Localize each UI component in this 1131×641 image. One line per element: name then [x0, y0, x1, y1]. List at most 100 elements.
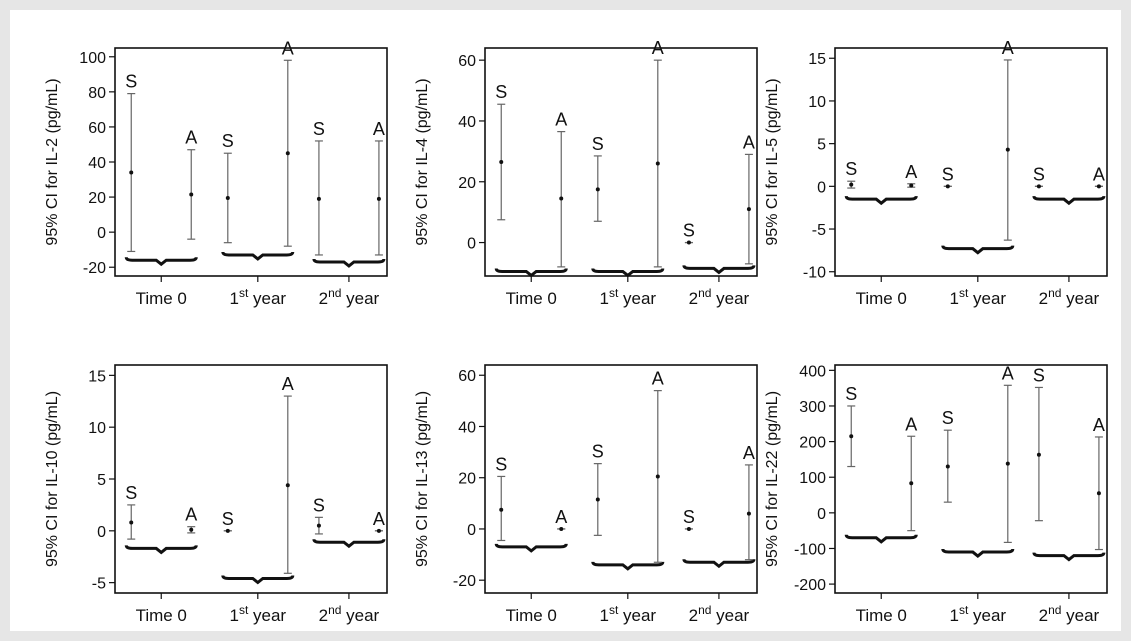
chart-6: -200 -100 0 100 200 300 400 95% CI for IL-22 (p… [764, 363, 1108, 625]
x-tick-label: Time 0 [856, 289, 907, 308]
errorbar-a-mean-point [285, 151, 290, 156]
x-tick-label: 1st year [229, 603, 286, 625]
group-brace [844, 534, 918, 544]
y-axis-label: 95% CI for IL-13 (pg/mL) [414, 391, 431, 567]
x-tick-label: Time 0 [506, 289, 557, 308]
errorbar-s-mean-point [945, 464, 950, 469]
errorbar-a-mean-point [189, 527, 194, 532]
y-axis-label: 95% CI for IL-5 (pg/mL) [764, 78, 781, 245]
group-brace [312, 539, 386, 549]
y-axis-label: 95% CI for IL-2 (pg/mL) [44, 78, 61, 245]
x-tick-label: 2nd year [689, 603, 750, 625]
errorbar-s-mean-point [849, 182, 854, 187]
y-tick-label: 0 [817, 179, 826, 196]
errorbar-s-label: S [942, 408, 954, 428]
errorbar-a-mean-point [376, 196, 381, 201]
errorbar-a-mean-point [909, 481, 914, 486]
errorbar-s-mean-point [945, 184, 950, 189]
errorbar-a-label: A [282, 38, 294, 58]
group-brace [941, 548, 1015, 558]
y-tick-label: 60 [458, 368, 476, 385]
errorbar-s-mean-point [316, 523, 321, 528]
y-tick-label: 80 [88, 85, 106, 102]
errorbar-a-label: A [1002, 38, 1014, 58]
errorbar-a-mean-point [746, 511, 751, 516]
y-tick-label: 400 [799, 363, 826, 380]
errorbar-a-mean-point [1096, 491, 1101, 496]
x-tick-label: 2nd year [319, 603, 380, 625]
errorbar-s-mean-point [686, 526, 691, 531]
errorbar-a-label: A [905, 162, 917, 182]
group-brace [124, 545, 198, 555]
plot-frame [834, 47, 1108, 277]
chart-2: 0 20 40 60 95% CI for IL-4 (pg/mL) Time 0 1st … [414, 38, 758, 308]
errorbar-s-label: S [683, 507, 695, 527]
errorbar-s-label: S [222, 131, 234, 151]
group-brace [591, 268, 665, 278]
y-tick-label: 0 [97, 524, 106, 541]
group-brace [124, 257, 198, 267]
x-tick-label: 1st year [949, 603, 1006, 625]
errorbar-s-label: S [845, 159, 857, 179]
errorbar-s-mean-point [595, 497, 600, 502]
y-axis-label: 95% CI for IL-10 (pg/mL) [44, 391, 61, 567]
y-tick-label: -100 [794, 541, 826, 558]
errorbar-a-mean-point [1005, 147, 1010, 152]
errorbar-s-label: S [125, 483, 137, 503]
plot-frame [114, 47, 388, 277]
x-tick-label: Time 0 [136, 289, 187, 308]
errorbar-s-mean-point [129, 520, 134, 525]
plot-frame [484, 364, 758, 594]
x-tick-label: 2nd year [319, 286, 380, 308]
errorbar-s-label: S [313, 119, 325, 139]
group-brace [312, 258, 386, 268]
y-tick-label: 40 [458, 114, 476, 131]
plot-frame [834, 364, 1108, 594]
x-tick-label: Time 0 [506, 606, 557, 625]
group-brace [494, 543, 568, 553]
errorbar-a-label: A [373, 119, 385, 139]
x-tick-label: 2nd year [689, 286, 750, 308]
errorbar-s-label: S [495, 82, 507, 102]
y-tick-label: 15 [808, 51, 826, 68]
errorbar-a-mean-point [285, 483, 290, 488]
errorbar-s-label: S [1033, 365, 1045, 385]
errorbar-a-label: A [373, 509, 385, 529]
y-tick-label: 5 [97, 472, 106, 489]
y-tick-label: -20 [83, 260, 106, 277]
x-tick-label: 1st year [949, 286, 1006, 308]
errorbar-s-mean-point [1036, 184, 1041, 189]
errorbar-a-mean-point [559, 526, 564, 531]
errorbar-a-mean-point [1005, 461, 1010, 466]
y-tick-label: 0 [467, 236, 476, 253]
errorbar-s-label: S [1033, 164, 1045, 184]
plot-frame [114, 364, 388, 594]
x-tick-label: 2nd year [1039, 603, 1100, 625]
y-tick-label: 100 [799, 470, 826, 487]
errorbar-s-mean-point [499, 160, 504, 164]
errorbar-s-mean-point [225, 195, 230, 200]
y-tick-label: 0 [817, 506, 826, 523]
errorbar-a-label: A [555, 507, 567, 527]
errorbar-s-label: S [592, 442, 604, 462]
errorbar-s-mean-point [595, 187, 600, 192]
y-tick-label: 10 [808, 94, 826, 111]
y-tick-label: 20 [458, 175, 476, 192]
group-brace [1032, 552, 1106, 562]
y-tick-label: 20 [88, 190, 106, 207]
y-tick-label: -5 [812, 222, 826, 239]
x-tick-label: 1st year [599, 286, 656, 308]
y-tick-label: 40 [88, 155, 106, 172]
chart-5: -20 0 20 40 60 95% CI for IL-13 (pg/mL) Time 0… [414, 364, 758, 625]
chart-4: -5 0 5 10 15 95% CI for IL-10 (pg/mL) Time 0 1s… [44, 364, 388, 625]
errorbar-s-mean-point [316, 196, 321, 201]
group-brace [682, 559, 756, 569]
errorbar-a-label: A [185, 128, 197, 148]
errorbar-a-label: A [743, 132, 755, 152]
errorbar-s-label: S [683, 221, 695, 241]
y-tick-label: 5 [817, 137, 826, 154]
errorbar-a-mean-point [655, 161, 660, 166]
errorbar-a-label: A [185, 505, 197, 525]
x-tick-label: 2nd year [1039, 286, 1100, 308]
errorbar-a-label: A [1093, 164, 1105, 184]
